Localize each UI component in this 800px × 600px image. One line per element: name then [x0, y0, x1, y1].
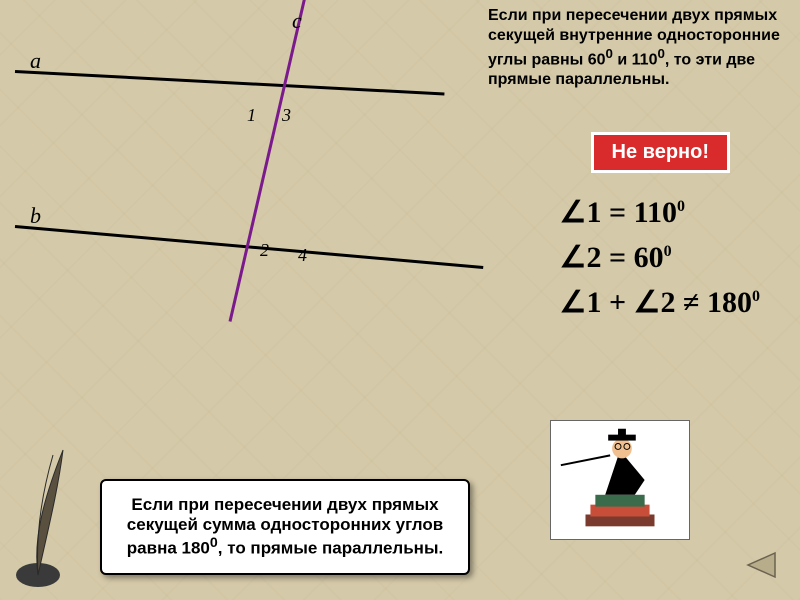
task-statement: Если при пересечении двух прямых секущей… [488, 6, 788, 90]
equation-1: ∠1 = 1100 [560, 190, 760, 235]
professor-clipart [550, 420, 690, 540]
eq3-text: ∠1 + ∠2 ≠ 180 [560, 286, 752, 319]
eq2-sup: 0 [664, 243, 672, 260]
angle-label-3: 3 [282, 105, 291, 126]
geometry-diagram: a b c 1 3 2 4 [0, 0, 500, 350]
label-b: b [30, 203, 41, 229]
eq3-sup: 0 [752, 288, 760, 305]
rule-box: Если при пересечении двух прямых секущей… [100, 479, 470, 575]
task-exp2: 0 [657, 46, 664, 61]
quill-decoration [8, 440, 88, 590]
verdict-badge: Не верно! [591, 132, 730, 173]
angle-label-2: 2 [260, 240, 269, 261]
label-c: c [292, 8, 302, 34]
task-exp1: 0 [606, 46, 613, 61]
equation-3: ∠1 + ∠2 ≠ 1800 [560, 280, 760, 325]
task-mid: и 110 [613, 51, 658, 68]
rule-exp: 0 [210, 535, 218, 551]
rule-suffix: , то прямые параллельны. [218, 539, 443, 558]
eq1-sup: 0 [677, 198, 685, 215]
triangle-left-icon [740, 550, 780, 580]
equation-2: ∠2 = 600 [560, 235, 760, 280]
eq1-text: ∠1 = 110 [560, 196, 677, 229]
line-a [15, 70, 445, 96]
angle-label-4: 4 [298, 245, 307, 266]
prev-button[interactable] [740, 550, 780, 580]
angle-label-1: 1 [247, 105, 256, 126]
line-c [229, 0, 308, 322]
label-a: a [30, 48, 41, 74]
eq2-text: ∠2 = 60 [560, 241, 664, 274]
equations-block: ∠1 = 1100 ∠2 = 600 ∠1 + ∠2 ≠ 1800 [560, 190, 760, 325]
